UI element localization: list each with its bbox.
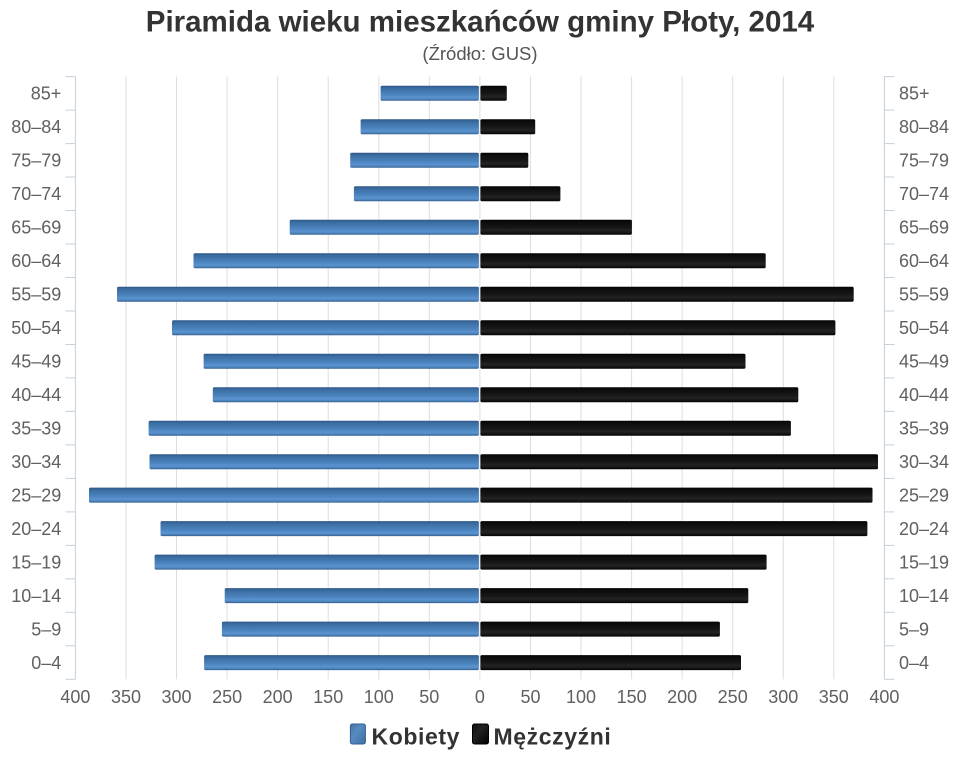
svg-text:15–19: 15–19 (899, 552, 949, 572)
svg-text:30–34: 30–34 (899, 452, 949, 472)
svg-text:250: 250 (718, 687, 748, 707)
svg-text:35–39: 35–39 (899, 418, 949, 438)
svg-text:25–29: 25–29 (11, 485, 61, 505)
svg-text:50–54: 50–54 (899, 318, 949, 338)
svg-text:60–64: 60–64 (11, 251, 61, 271)
svg-text:150: 150 (617, 687, 647, 707)
svg-text:5–9: 5–9 (899, 619, 929, 639)
svg-text:350: 350 (819, 687, 849, 707)
svg-text:20–24: 20–24 (899, 519, 949, 539)
svg-text:30–34: 30–34 (11, 452, 61, 472)
svg-text:100: 100 (364, 687, 394, 707)
svg-text:85+: 85+ (899, 84, 930, 104)
svg-text:70–74: 70–74 (899, 184, 949, 204)
svg-text:300: 300 (768, 687, 798, 707)
svg-text:75–79: 75–79 (11, 151, 61, 171)
svg-text:50: 50 (520, 687, 540, 707)
svg-text:35–39: 35–39 (11, 418, 61, 438)
svg-text:350: 350 (111, 687, 141, 707)
svg-text:85+: 85+ (31, 84, 62, 104)
svg-text:45–49: 45–49 (899, 351, 949, 371)
svg-text:25–29: 25–29 (899, 485, 949, 505)
svg-text:45–49: 45–49 (11, 351, 61, 371)
svg-text:Piramida wieku mieszkańców gmi: Piramida wieku mieszkańców gminy Płoty, … (146, 6, 815, 39)
svg-text:200: 200 (263, 687, 293, 707)
svg-text:55–59: 55–59 (899, 284, 949, 304)
svg-text:80–84: 80–84 (899, 117, 949, 137)
svg-text:400: 400 (60, 687, 90, 707)
svg-text:65–69: 65–69 (11, 218, 61, 238)
svg-text:10–14: 10–14 (11, 586, 61, 606)
svg-text:Kobiety: Kobiety (372, 724, 461, 750)
svg-text:80–84: 80–84 (11, 117, 61, 137)
svg-text:0–4: 0–4 (899, 653, 929, 673)
svg-text:20–24: 20–24 (11, 519, 61, 539)
svg-text:50: 50 (419, 687, 439, 707)
svg-text:50–54: 50–54 (11, 318, 61, 338)
svg-text:400: 400 (869, 687, 899, 707)
svg-text:100: 100 (566, 687, 596, 707)
svg-text:55–59: 55–59 (11, 284, 61, 304)
svg-text:15–19: 15–19 (11, 552, 61, 572)
svg-text:Mężczyźni: Mężczyźni (494, 724, 612, 750)
svg-text:5–9: 5–9 (31, 619, 61, 639)
svg-text:(Źródło: GUS): (Źródło: GUS) (422, 43, 537, 64)
svg-text:40–44: 40–44 (11, 385, 61, 405)
svg-text:65–69: 65–69 (899, 218, 949, 238)
svg-text:60–64: 60–64 (899, 251, 949, 271)
svg-text:200: 200 (667, 687, 697, 707)
svg-text:150: 150 (313, 687, 343, 707)
svg-text:70–74: 70–74 (11, 184, 61, 204)
svg-text:10–14: 10–14 (899, 586, 949, 606)
svg-text:300: 300 (161, 687, 191, 707)
svg-text:250: 250 (212, 687, 242, 707)
svg-text:75–79: 75–79 (899, 151, 949, 171)
svg-text:0: 0 (475, 687, 485, 707)
svg-text:40–44: 40–44 (899, 385, 949, 405)
svg-text:0–4: 0–4 (31, 653, 61, 673)
